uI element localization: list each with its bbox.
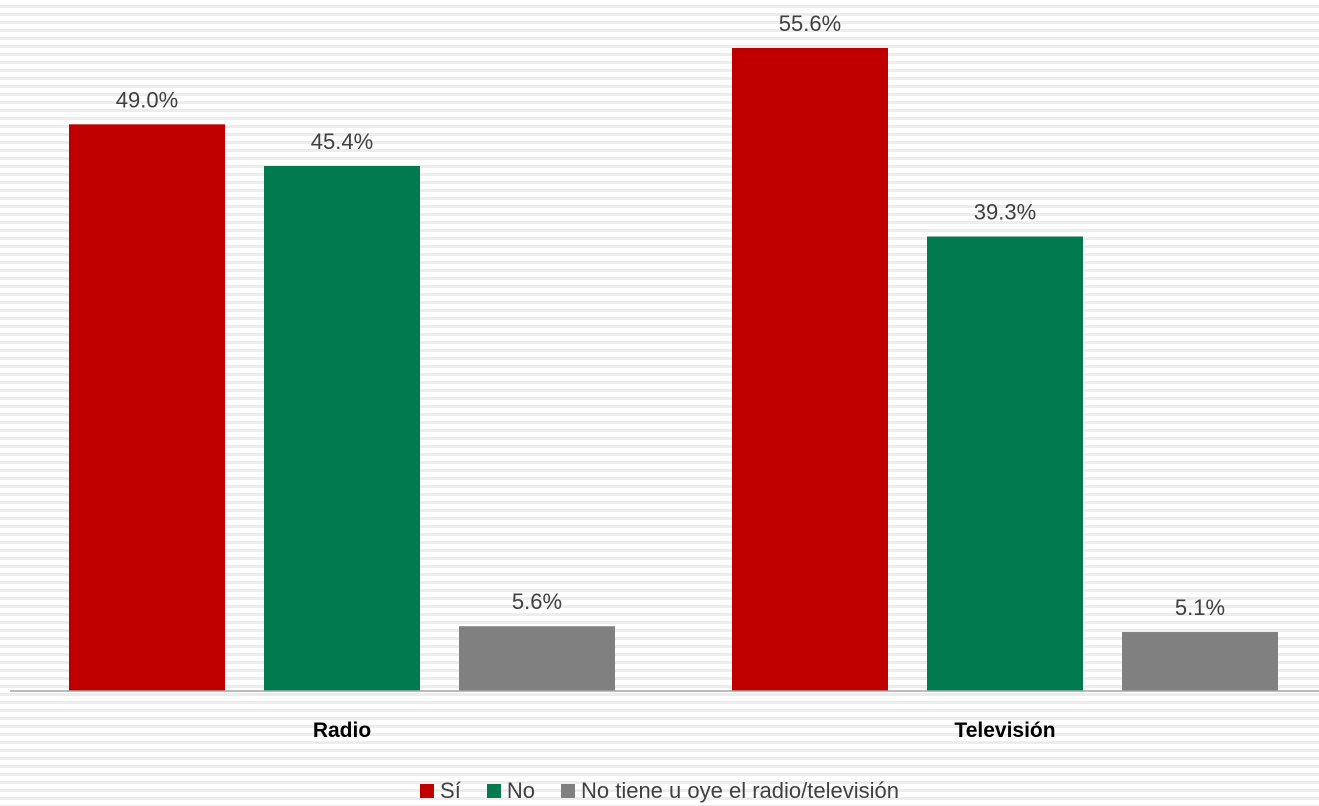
bar-television-series-1 [927,236,1083,691]
data-label-television-series-1: 39.3% [974,200,1036,225]
data-label-radio-series-1: 45.4% [311,129,373,154]
legend-swatch-no-tiene [560,784,575,798]
legend-item-no-tiene: No tiene u oye el radio/televisión [560,778,899,804]
category-label-television: Televisión [954,719,1055,742]
legend-label-no-tiene: No tiene u oye el radio/televisión [580,778,899,803]
data-labels-layer: 49.0% 45.4% 5.6% 55.6% 39.3% 5.1% [116,11,1225,620]
data-label-television-series-2: 5.1% [1175,595,1225,620]
data-label-television-series-0: 55.6% [779,11,841,36]
bar-radio-series-0 [69,124,225,692]
data-label-radio-series-2: 5.6% [512,589,562,614]
legend-label-no: No [506,778,535,803]
legend-item-si: Sí [420,778,461,804]
legend-swatch-si [420,784,435,798]
bars-layer [69,48,1278,692]
legend-item-no: No [486,778,535,804]
category-labels-layer: Radio Televisión [313,719,1056,742]
legend-label-si: Sí [440,778,461,803]
bar-radio-series-2 [459,626,615,691]
legend-swatch-no [486,784,501,798]
legend: Sí No No tiene u oye el radio/televisión [0,776,1319,806]
data-label-radio-series-0: 49.0% [116,87,178,112]
category-label-radio: Radio [313,719,371,742]
bar-radio-series-1 [264,165,420,691]
bar-television-series-0 [732,48,888,691]
bar-television-series-2 [1122,632,1278,691]
